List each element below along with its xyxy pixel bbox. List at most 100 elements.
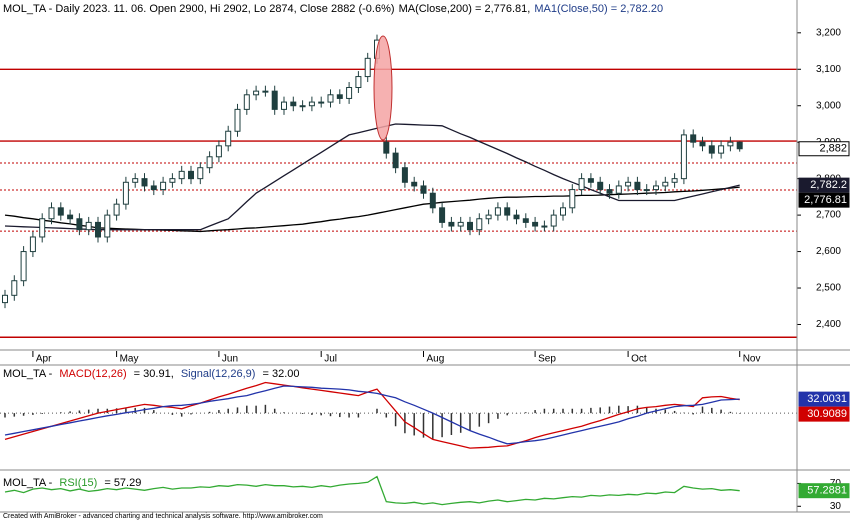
candle-body [736,141,743,150]
candle-body [206,156,213,169]
candle-body [522,218,529,223]
candle-body [439,207,446,223]
candle-body [662,181,669,187]
value-label: 2,782.2 [810,179,847,191]
candle-body [327,94,334,103]
header-part: MACD(12,26) [59,368,126,380]
candle-body [95,221,101,238]
candle-body [113,203,120,216]
candle-body [299,105,306,108]
candle-body [243,94,250,110]
candle-body [85,221,92,231]
panel-header: MOL_TA - RSI(15) = 57.29 [3,477,141,489]
header-part: MOL_TA - [3,477,55,489]
candle-body [11,280,18,296]
value-label: 32.0031 [807,393,847,405]
candle-body [169,178,176,183]
y-tick-label: 2,500 [816,283,841,294]
candle-body [699,141,706,147]
x-tick-label: Nov [743,354,761,365]
candle-body [401,167,408,183]
candle-body [2,294,8,304]
highlight-ellipse [373,35,393,141]
candle-body [355,76,362,88]
x-tick-label: May [120,354,139,365]
y-tick-label: 30 [830,501,842,512]
candle-body [690,134,697,143]
x-tick-label: Apr [36,354,52,365]
x-tick-label: Jul [324,354,337,365]
candle-body [560,207,566,216]
candle-body [429,192,436,209]
header-part: RSI(15) [59,477,97,489]
y-tick-label: 3,200 [816,27,841,38]
y-tick-label: 2,600 [816,246,841,257]
candle-body [671,178,678,183]
header-part: = 32.00 [259,368,299,380]
candle-body [39,218,46,238]
value-label: 30.9089 [807,408,847,420]
candle-body [29,236,36,253]
candle-body [392,152,399,169]
candle-body [104,214,111,238]
candle-body [308,101,315,107]
value-label: 2,776.81 [804,194,847,206]
candle-body [178,170,185,180]
x-axis: Apr May Jun Jul Aug Sep Oct Nov [32,351,761,365]
candle-body [383,141,390,154]
candle-body [504,207,511,216]
series-line [4,385,740,445]
candle-body [467,221,473,231]
candle-body [197,167,204,180]
value-label: 57.2881 [807,485,847,497]
candle-body [188,170,194,180]
y-tick-label: 3,100 [816,64,841,75]
candle-body [48,207,55,220]
macd-panel: MOL_TA - MACD(12,26) = 30.91, Signal(12,… [0,368,797,449]
candle-body [643,189,650,192]
candle-body [606,189,613,194]
candle-body [253,90,260,96]
y-tick-label: 2,400 [816,319,841,330]
candle-body [578,178,585,191]
panel-header: MOL_TA - Daily 2023. 11. 06. Open 2900, … [3,3,663,15]
candle-body [513,214,520,220]
candle-body [550,214,557,227]
candle-body [485,214,492,220]
candle-body [708,145,715,154]
candle-body [76,218,83,231]
candle-body [346,87,353,99]
candle-body [262,90,269,93]
value-label-box [798,192,850,208]
candle-body [541,225,548,228]
price-panel: 2,4002,5002,6002,7002,8002,9003,0003,100… [0,3,841,338]
value-label-box [798,177,850,193]
candle-body [67,214,74,220]
candle-body [634,181,641,191]
candle-body [476,218,483,231]
value-label-box [798,141,850,157]
x-tick-label: Aug [427,354,445,365]
x-tick-label: Jun [222,354,238,365]
footer: Created with AmiBroker - advanced charti… [3,513,323,520]
candle-body [132,178,139,183]
y-tick-label: 3,000 [816,100,841,111]
candle-body [336,94,343,99]
header-part: MA(Close,200) = 2,776.81, [399,3,531,15]
candle-body [653,185,659,191]
value-labels: 2,882 2,782.2 2,776.81 32.0031 30.9089 57.288… [798,141,850,499]
value-label: 2,882 [819,143,847,155]
candle-body [569,189,576,209]
candle-body [532,221,539,227]
candle-body [290,101,297,107]
candle-body [448,221,455,227]
header-part: = 57.29 [101,477,141,489]
series-line [4,475,740,506]
candle-body [411,181,418,187]
x-tick-label: Oct [631,354,647,365]
candle-body [234,108,241,132]
candle-body [160,181,167,191]
x-tick-label: Sep [538,354,556,365]
